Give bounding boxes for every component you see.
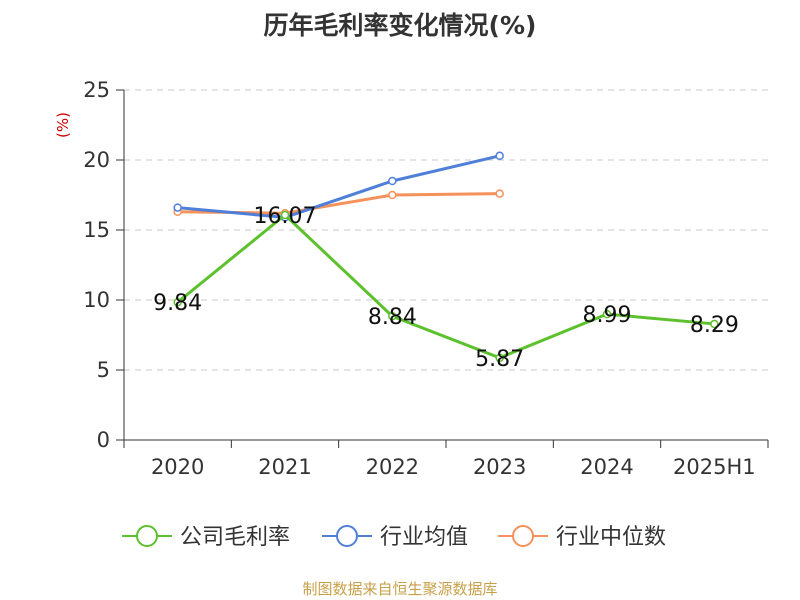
data-point <box>495 151 504 161</box>
y-tick-label: 0 <box>97 428 110 452</box>
data-point <box>495 189 504 198</box>
legend-item: 行业均值 <box>322 525 468 550</box>
y-axis-unit: (%) <box>54 112 72 138</box>
legend: 公司毛利率 行业均值 行业中位数 <box>122 525 666 550</box>
data-label: 8.99 <box>583 303 632 328</box>
legend-item: 公司毛利率 <box>122 525 290 550</box>
data-point <box>602 309 612 319</box>
series-line <box>177 192 500 215</box>
y-tick-label: 20 <box>83 148 110 172</box>
x-tick-label: 2024 <box>580 455 633 479</box>
y-tick-label: 15 <box>83 218 110 242</box>
legend-label: 公司毛利率 <box>180 525 290 550</box>
data-point <box>710 319 719 329</box>
data-label: 9.84 <box>153 291 202 316</box>
source-note: 制图数据来自恒生聚源数据库 <box>302 580 497 598</box>
legend-label: 行业中位数 <box>556 525 666 550</box>
chart-title: 历年毛利率变化情况(%) <box>264 11 537 40</box>
data-label: 5.87 <box>475 347 524 372</box>
series-layer <box>173 151 719 363</box>
y-tick-label: 5 <box>97 358 110 382</box>
axes: 0 5 10 15 20 25 2020 2021 2022 2023 2024 2025H1 <box>83 78 769 479</box>
x-tick-label: 2022 <box>366 455 419 479</box>
x-tick-label: 2025H1 <box>673 455 756 479</box>
x-tick-label: 2023 <box>473 455 526 479</box>
legend-marker <box>336 525 358 547</box>
data-labels: 9.84 16.07 8.84 5.87 8.99 8.29 <box>153 204 739 372</box>
y-tick-label: 25 <box>83 78 110 102</box>
data-point <box>495 353 504 363</box>
data-point <box>173 297 182 307</box>
x-tick-label: 2021 <box>258 455 311 479</box>
data-label: 8.84 <box>368 305 417 330</box>
x-tick-label: 2020 <box>151 455 204 479</box>
data-point <box>388 311 397 321</box>
data-point <box>173 203 182 212</box>
legend-marker <box>136 525 158 547</box>
series-line <box>177 154 501 219</box>
grid-lines <box>124 89 768 371</box>
legend-item: 行业中位数 <box>498 525 666 550</box>
data-label: 8.29 <box>690 313 739 338</box>
data-label: 16.07 <box>254 204 317 229</box>
y-tick-label: 10 <box>83 288 110 312</box>
data-point <box>388 190 397 200</box>
series-line <box>176 213 715 360</box>
legend-marker <box>512 525 534 547</box>
legend-label: 行业均值 <box>380 525 468 550</box>
data-point <box>388 176 397 186</box>
data-point <box>280 210 290 220</box>
